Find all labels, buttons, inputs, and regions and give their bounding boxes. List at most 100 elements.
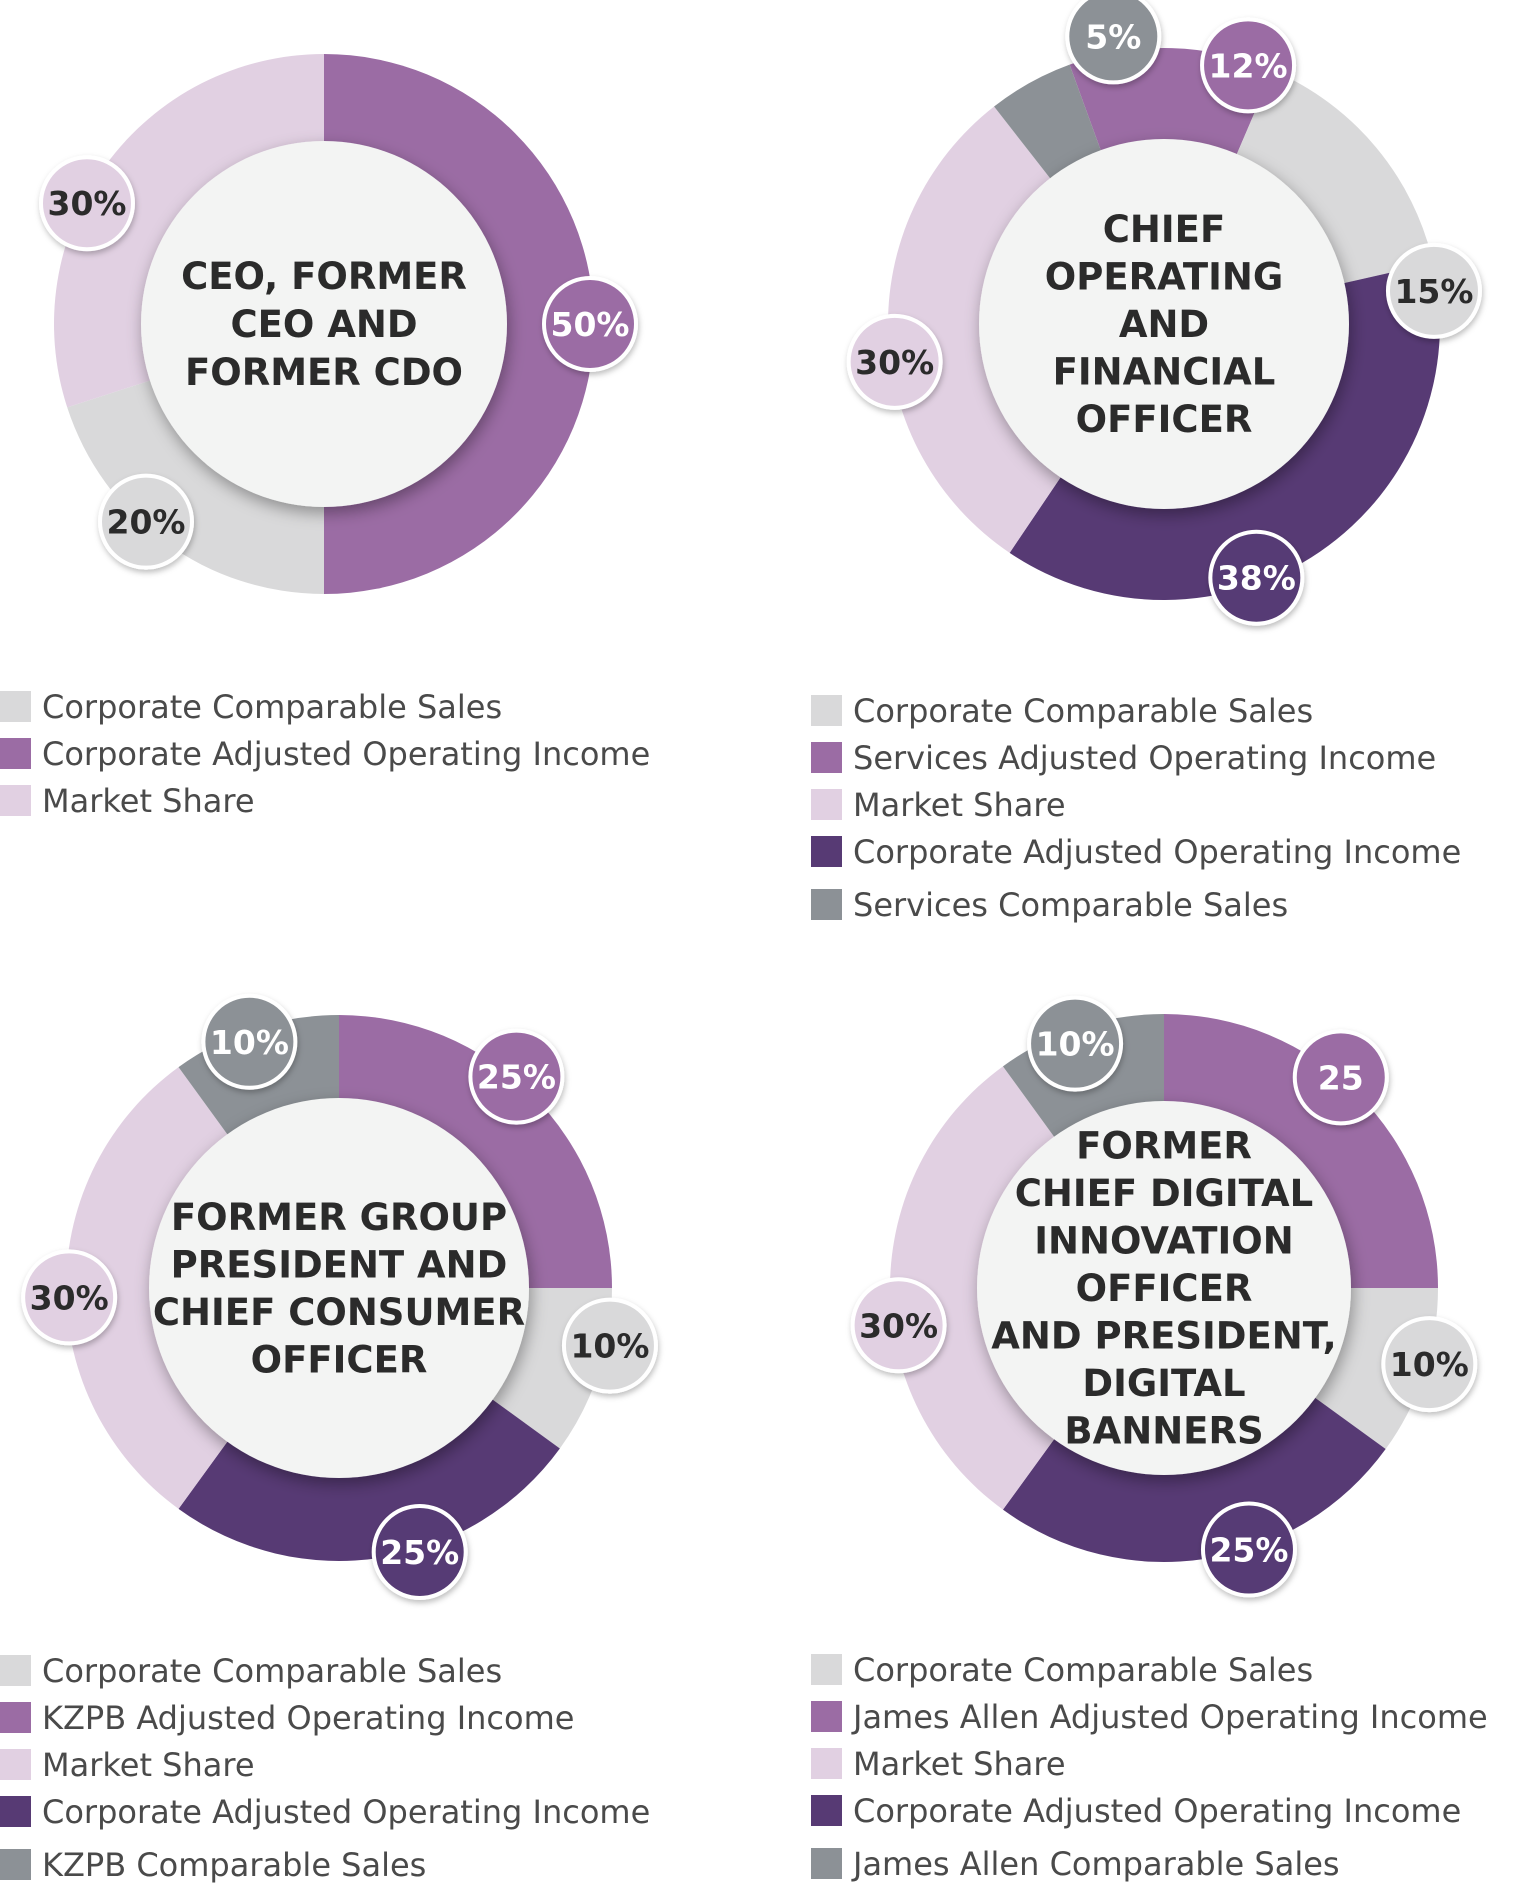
value-badge <box>1208 529 1305 626</box>
legend-ceo: Corporate Comparable Sales Corporate Adj… <box>0 683 650 824</box>
legend-label: Corporate Comparable Sales <box>42 687 503 726</box>
legend-item: Services Comparable Sales <box>811 875 1461 930</box>
legend-label: Corporate Comparable Sales <box>42 1651 503 1690</box>
data-label: 30% <box>30 1278 109 1317</box>
legend-digital-innovation: Corporate Comparable Sales James Allen A… <box>811 1646 1488 1889</box>
chart-title-line: INNOVATION <box>1034 1220 1293 1263</box>
data-label: 50% <box>551 305 630 344</box>
chart-title-line: CHIEF CONSUMER <box>153 1291 525 1334</box>
legend-label: Corporate Comparable Sales <box>853 1650 1314 1689</box>
legend-swatch <box>811 742 842 773</box>
data-label: 30% <box>47 184 126 223</box>
value-badge <box>1292 1029 1389 1126</box>
chart-title-line: FORMER CDO <box>185 351 463 394</box>
chart-title-line: AND <box>1119 303 1209 346</box>
legend-cofo: Corporate Comparable Sales Services Adju… <box>811 687 1461 930</box>
legend-item: James Allen Comparable Sales <box>811 1834 1488 1889</box>
legend-swatch <box>0 1749 31 1780</box>
value-badge <box>1381 1316 1478 1413</box>
legend-label: Corporate Adjusted Operating Income <box>42 1792 651 1831</box>
chart-title-line: BANNERS <box>1064 1410 1263 1453</box>
value-badge <box>561 1297 658 1394</box>
legend-swatch <box>811 1654 842 1685</box>
legend-item: Corporate Comparable Sales <box>0 683 650 730</box>
legend-swatch <box>811 889 842 920</box>
value-badge <box>98 473 195 570</box>
legend-label: Services Comparable Sales <box>853 885 1289 924</box>
legend-swatch <box>0 1655 31 1686</box>
chart-title-line: OFFICER <box>1076 1267 1253 1310</box>
data-label: 15% <box>1394 272 1473 311</box>
legend-item: Corporate Adjusted Operating Income <box>0 730 650 777</box>
legend-swatch <box>0 785 31 816</box>
donut-center <box>979 139 1349 509</box>
value-badge <box>542 276 638 372</box>
legend-label: Market Share <box>42 781 255 820</box>
legend-label: Market Share <box>42 1745 255 1784</box>
data-label: 30% <box>855 343 934 382</box>
legend-swatch <box>811 695 842 726</box>
value-badge <box>468 1028 565 1125</box>
legend-swatch <box>811 1795 842 1826</box>
value-badge <box>38 155 135 252</box>
legend-item: Market Share <box>811 1740 1488 1787</box>
value-badge <box>21 1249 118 1346</box>
legend-swatch <box>0 738 31 769</box>
legend-item: Corporate Comparable Sales <box>811 687 1461 734</box>
legend-swatch <box>811 1701 842 1732</box>
legend-swatch <box>0 1702 31 1733</box>
legend-item: KZPB Adjusted Operating Income <box>0 1694 650 1741</box>
data-label: 25% <box>1209 1531 1288 1570</box>
data-label: 20% <box>107 503 186 542</box>
legend-item: Corporate Adjusted Operating Income <box>811 828 1461 875</box>
chart-title-line: OFFICER <box>1076 398 1253 441</box>
legend-item: Market Share <box>811 781 1461 828</box>
donut-center <box>141 141 507 507</box>
data-label: 30% <box>859 1306 938 1345</box>
legend-label: KZPB Adjusted Operating Income <box>42 1698 575 1737</box>
legend-label: Services Adjusted Operating Income <box>853 738 1437 777</box>
donut-center <box>149 1098 529 1478</box>
donut-center <box>977 1101 1351 1475</box>
value-badge <box>1200 1501 1297 1598</box>
data-label: 10% <box>1036 1025 1115 1064</box>
legend-label: KZPB Comparable Sales <box>42 1845 427 1884</box>
chart-title-line: CHIEF <box>1103 208 1225 251</box>
legend-swatch <box>0 1849 31 1880</box>
chart-title-line: AND PRESIDENT, <box>991 1315 1336 1358</box>
data-label: 10% <box>1390 1345 1469 1384</box>
data-label: 25% <box>380 1533 459 1572</box>
legend-label: Corporate Comparable Sales <box>853 691 1314 730</box>
legend-group-president: Corporate Comparable Sales KZPB Adjusted… <box>0 1647 650 1890</box>
legend-label: James Allen Adjusted Operating Income <box>853 1697 1488 1736</box>
chart-title-line: DIGITAL <box>1082 1362 1245 1405</box>
legend-swatch <box>811 1748 842 1779</box>
legend-label: Market Share <box>853 1744 1066 1783</box>
value-badge <box>1200 17 1297 114</box>
legend-label: Corporate Adjusted Operating Income <box>853 1791 1462 1830</box>
legend-item: Services Adjusted Operating Income <box>811 734 1461 781</box>
value-badge <box>1065 0 1162 85</box>
chart-title-line: OFFICER <box>251 1338 428 1381</box>
data-label: 5% <box>1085 17 1141 56</box>
data-label: 25 <box>1318 1058 1364 1097</box>
legend-swatch <box>0 691 31 722</box>
legend-swatch <box>811 789 842 820</box>
legend-swatch <box>811 836 842 867</box>
value-badge <box>846 313 943 410</box>
legend-item: Corporate Adjusted Operating Income <box>811 1787 1488 1834</box>
legend-label: James Allen Comparable Sales <box>853 1844 1340 1883</box>
donut-chart-ceo: CEO, FORMER CEO AND FORMER CDO 50% 20% 30% <box>38 54 638 594</box>
chart-title-line: FORMER GROUP <box>171 1196 507 1239</box>
legend-item: Market Share <box>0 1741 650 1788</box>
chart-title-line: PRESIDENT AND <box>171 1243 508 1286</box>
value-badge <box>850 1277 947 1374</box>
legend-item: Market Share <box>0 777 650 824</box>
value-badge <box>201 993 298 1090</box>
legend-label: Market Share <box>853 785 1066 824</box>
legend-item: Corporate Adjusted Operating Income <box>0 1788 650 1835</box>
value-badge <box>1027 995 1124 1092</box>
